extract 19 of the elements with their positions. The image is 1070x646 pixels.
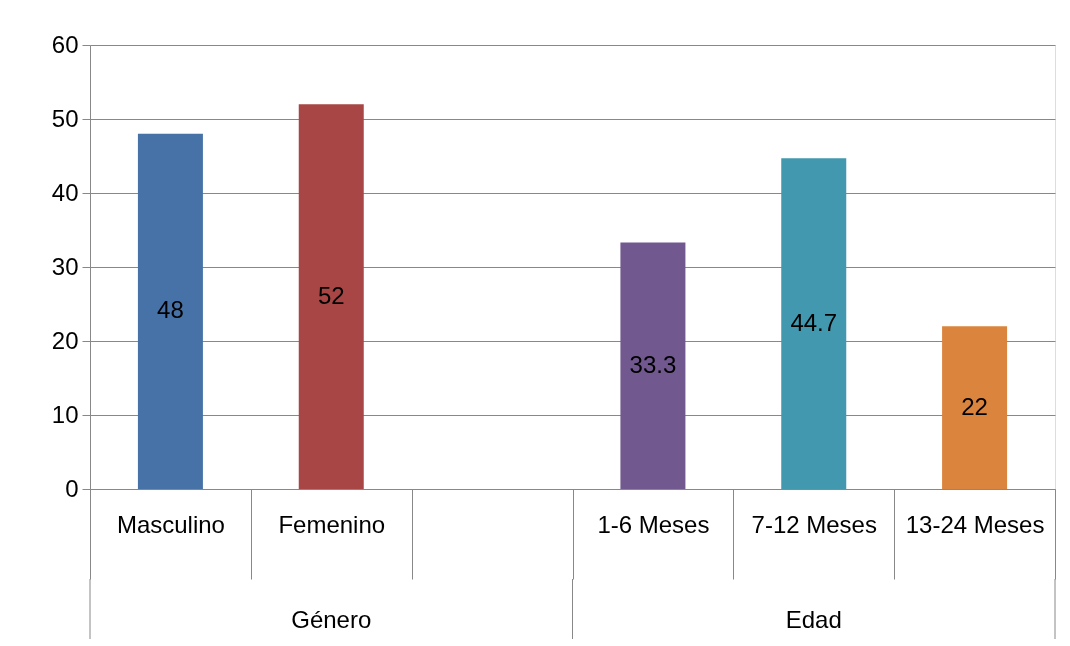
- data-label: 48: [157, 296, 184, 324]
- x-tick-label: 13-24 Meses: [905, 510, 1045, 538]
- text: Edad: [785, 606, 842, 633]
- x-tick-label: 7-12 Meses: [751, 510, 877, 538]
- data-label: 44.7: [790, 308, 838, 336]
- text: Género: [291, 606, 372, 633]
- y-tick-label: 40: [51, 178, 79, 206]
- y-tick-label: 60: [51, 30, 79, 58]
- x-tick-label: Masculino: [116, 510, 225, 538]
- data-label: 52: [317, 281, 345, 309]
- y-tick-label: 20: [51, 326, 79, 354]
- y-tick-label: 10: [51, 400, 79, 428]
- y-tick-label: 50: [51, 104, 79, 132]
- y-tick-label: 30: [51, 252, 79, 280]
- data-label: 22: [961, 392, 988, 420]
- y-tick-label: 0: [65, 474, 79, 502]
- x-tick-label: Femenino: [278, 510, 386, 538]
- x-tick-label: 1-6 Meses: [597, 510, 710, 538]
- data-label: 33.3: [629, 350, 677, 378]
